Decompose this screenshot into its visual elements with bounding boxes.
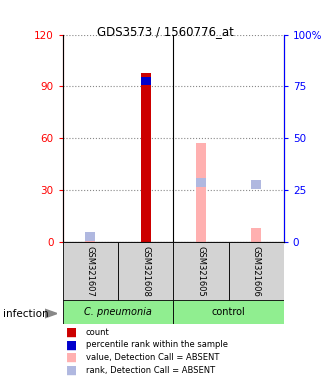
Text: GSM321605: GSM321605: [196, 246, 205, 297]
FancyBboxPatch shape: [173, 242, 228, 301]
Bar: [85, 232, 95, 241]
Text: GDS3573 / 1560776_at: GDS3573 / 1560776_at: [97, 25, 233, 38]
Text: GSM321608: GSM321608: [141, 246, 150, 297]
Text: value, Detection Call = ABSENT: value, Detection Call = ABSENT: [86, 353, 219, 362]
Bar: [251, 180, 261, 189]
Bar: [141, 77, 150, 85]
Text: ■: ■: [66, 364, 77, 377]
Text: ■: ■: [66, 338, 77, 351]
Text: percentile rank within the sample: percentile rank within the sample: [86, 340, 228, 349]
FancyBboxPatch shape: [63, 242, 118, 301]
Text: ■: ■: [66, 351, 77, 364]
Polygon shape: [45, 309, 57, 318]
Text: C. pneumonia: C. pneumonia: [84, 307, 152, 318]
Bar: [196, 144, 206, 242]
Text: GSM321606: GSM321606: [252, 246, 261, 297]
Text: rank, Detection Call = ABSENT: rank, Detection Call = ABSENT: [86, 366, 215, 375]
Text: infection: infection: [3, 309, 49, 319]
FancyBboxPatch shape: [63, 300, 173, 324]
Text: count: count: [86, 328, 110, 337]
Text: control: control: [212, 307, 246, 318]
Text: GSM321607: GSM321607: [86, 246, 95, 297]
FancyBboxPatch shape: [228, 242, 284, 301]
FancyBboxPatch shape: [173, 300, 284, 324]
Bar: [196, 178, 206, 187]
Text: ■: ■: [66, 326, 77, 339]
Bar: [85, 237, 95, 242]
FancyBboxPatch shape: [118, 242, 173, 301]
Bar: [141, 73, 150, 242]
Bar: [251, 228, 261, 242]
